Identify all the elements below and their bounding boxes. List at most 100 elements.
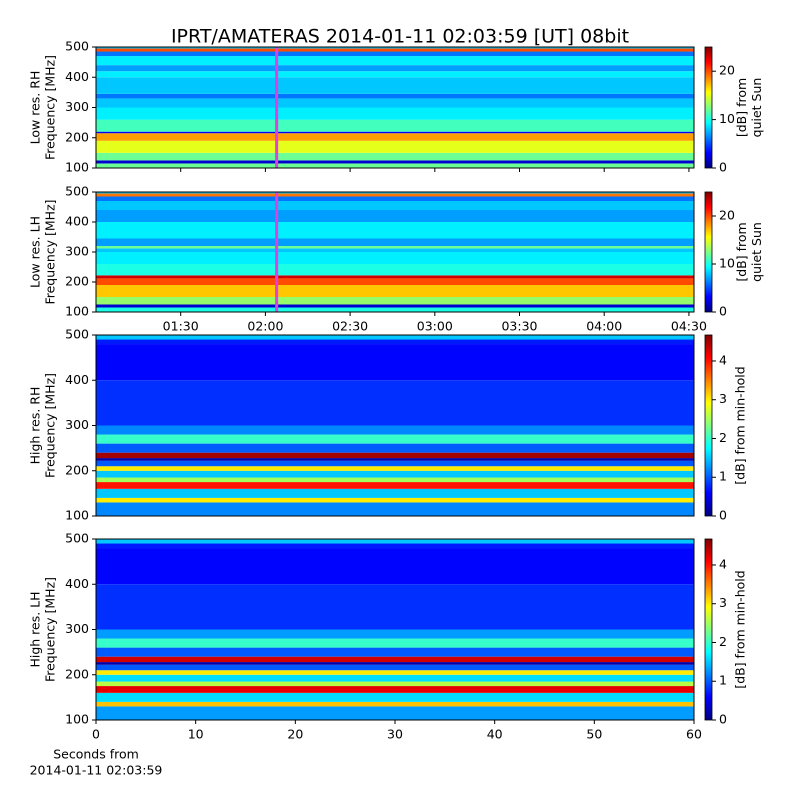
heat-band: [96, 152, 694, 161]
heat-band: [96, 51, 694, 57]
heat-band: [96, 246, 694, 249]
y-axis-label: Frequency [MHz]: [43, 373, 58, 478]
heat-band: [96, 460, 694, 467]
x-tick-label: 02:00: [247, 319, 283, 334]
colorbar-tick-label: 2: [719, 430, 727, 445]
heat-band: [96, 539, 694, 544]
heat-band: [96, 543, 694, 549]
panel: [96, 539, 694, 720]
heat-band: [96, 629, 694, 639]
y-tick-label: 100: [65, 712, 89, 727]
heat-band: [96, 285, 694, 297]
heat-band: [96, 656, 694, 663]
colorbar-tick-label: 0: [719, 712, 727, 727]
x-tick-label: 04:30: [671, 319, 707, 334]
heat-band: [96, 248, 694, 252]
heat-band: [96, 477, 694, 483]
x-tick-label: 60: [686, 727, 702, 742]
heat-band: [96, 210, 694, 222]
y-tick-label: 400: [65, 372, 89, 387]
y-tick-label: 300: [65, 417, 89, 432]
y-tick-label: 500: [65, 327, 89, 342]
heat-band: [96, 339, 694, 345]
y-axis-label: High res. RH: [28, 387, 43, 465]
x-tick-label: 02:30: [332, 319, 368, 334]
heat-band: [96, 488, 694, 498]
colorbar: [704, 191, 713, 313]
x-tick-label: 10: [188, 727, 204, 742]
colorbar-label: [dB] from min-hold: [733, 366, 748, 484]
x-tick-label: 40: [487, 727, 503, 742]
heat-band: [96, 434, 694, 444]
y-tick-label: 300: [65, 99, 89, 114]
heat-band: [96, 458, 694, 461]
colorbar-tick-label: 0: [719, 508, 727, 523]
colorbar-tick-label: 20: [719, 208, 735, 223]
heat-band: [96, 380, 694, 426]
x-tick-label: 03:00: [417, 319, 453, 334]
heat-band: [96, 238, 694, 246]
heat-band: [96, 548, 694, 585]
heat-band: [96, 278, 694, 285]
heat-band: [96, 425, 694, 435]
heat-band: [96, 193, 694, 197]
x-tick-label: 03:30: [501, 319, 537, 334]
heat-band: [96, 196, 694, 201]
x-axis-label: 2014-01-11 02:03:59: [30, 763, 163, 778]
colorbar: [704, 334, 713, 517]
x-tick-label: 20: [287, 727, 303, 742]
heat-band: [96, 466, 694, 471]
y-tick-label: 300: [65, 244, 89, 259]
heat-band: [96, 160, 694, 164]
y-tick-label: 200: [65, 462, 89, 477]
y-tick-label: 500: [65, 531, 89, 546]
heat-band: [96, 584, 694, 630]
panel: [96, 335, 694, 516]
heat-band: [96, 98, 694, 108]
colorbar-tick-label: 1: [719, 469, 727, 484]
colorbar-label: quiet Sun: [749, 78, 764, 138]
panel: [96, 192, 694, 312]
colorbar-tick-label: 2: [719, 634, 727, 649]
heat-band: [96, 307, 694, 312]
y-tick-label: 100: [65, 508, 89, 523]
colorbar-tick-label: 4: [719, 556, 727, 571]
colorbar-tick-label: 20: [719, 63, 735, 78]
colorbar-label: [dB] from min-hold: [733, 570, 748, 688]
heat-band: [96, 56, 694, 66]
heat-band: [96, 304, 694, 308]
heat-band: [96, 706, 694, 720]
heat-band: [96, 664, 694, 671]
y-axis-label: High res. LH: [28, 591, 43, 667]
colorbar-tick-label: 0: [719, 160, 727, 175]
heat-band: [96, 48, 694, 52]
y-tick-label: 300: [65, 621, 89, 636]
x-tick-label: 04:00: [586, 319, 622, 334]
x-tick-label: 01:30: [163, 319, 199, 334]
heat-band: [96, 133, 694, 141]
y-tick-label: 400: [65, 214, 89, 229]
x-tick-label: 0: [92, 727, 100, 742]
heat-band: [96, 470, 694, 478]
colorbar-tick-label: 3: [719, 391, 727, 406]
colorbar: [704, 46, 713, 169]
y-tick-label: 200: [65, 666, 89, 681]
colorbar-label: [dB] from: [734, 78, 749, 137]
y-tick-label: 200: [65, 274, 89, 289]
time-cursor: [275, 192, 279, 312]
y-axis-label: Low res. LH: [28, 216, 43, 288]
y-tick-label: 200: [65, 129, 89, 144]
heat-band: [96, 638, 694, 648]
time-cursor: [275, 47, 279, 168]
y-tick-label: 100: [65, 160, 89, 175]
heat-band: [96, 692, 694, 702]
y-tick-label: 400: [65, 576, 89, 591]
heat-band: [96, 201, 694, 210]
heat-band: [96, 647, 694, 657]
heat-band: [96, 335, 694, 340]
heat-band: [96, 264, 694, 276]
heat-band: [96, 482, 694, 489]
chart-title: IPRT/AMATERAS 2014-01-11 02:03:59 [UT] 0…: [171, 26, 629, 48]
heat-band: [96, 119, 694, 132]
colorbar-tick-label: 1: [719, 673, 727, 688]
